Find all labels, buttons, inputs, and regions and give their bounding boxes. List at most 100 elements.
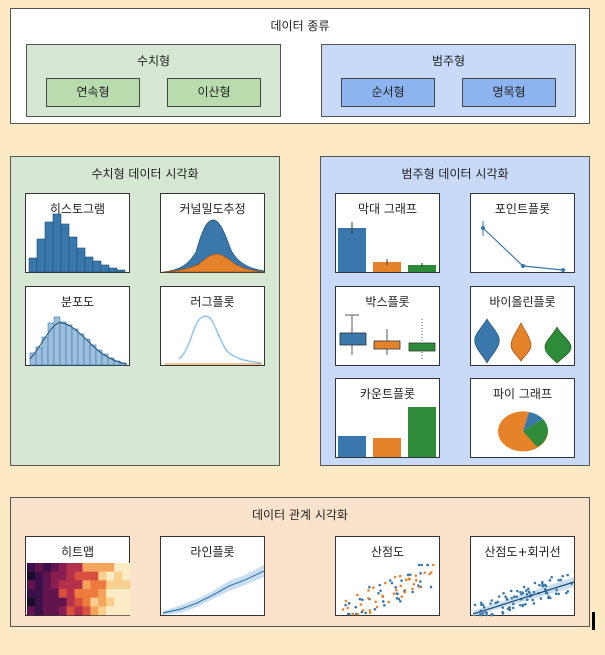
relation-viz-title: 데이터 관계 시각화 [252,508,348,522]
regplot-point [480,603,483,607]
heatmap-cell [58,597,67,607]
distplot-label: 분포도 [60,295,95,309]
scatter-point [347,602,351,605]
heatmap-cell [90,589,99,598]
regplot-point [512,602,515,606]
scatter-point [355,593,359,597]
heatmap-cell [98,606,107,616]
heatmap-cell [34,597,44,607]
regression-line [472,581,575,615]
regplot-point [478,613,482,617]
heatmap-cell [66,571,75,581]
heatmap-cell [74,563,83,572]
heatmap-cell [66,606,75,616]
heatmap-cell [58,580,67,590]
heatmap-label: 히트맵 [60,545,95,559]
heatmap-cell [42,580,52,590]
heatmap-cell [42,571,52,581]
heatmap-cell [50,597,59,607]
scatter-point [430,571,433,574]
regplot-point [539,597,543,600]
numeric-viz-title: 수치형 데이터 시각화 [91,167,199,181]
countplot-thumb [338,407,436,457]
heatmap-cell [98,597,107,607]
relation-viz-panel: 데이터 관계 시각화 히트맵 라인플롯 산점도 산점도+회귀선 [10,497,590,627]
heatmap-cell [122,606,131,616]
scatter-point [411,587,414,591]
histogram-card: 히스토그램 [25,193,130,273]
scatter-point [368,609,372,612]
scatter-point [351,612,355,616]
scatter-point [419,580,422,583]
scatter-point [414,574,418,577]
scatter-point [378,583,382,587]
scatter-point [348,612,351,616]
distplot-card: 분포도 [25,286,130,366]
regplot-point [566,590,570,593]
regplot-point [548,579,552,582]
rugplot-label: 러그플롯 [190,295,235,309]
heatmap-cell [98,580,107,590]
scatter-point [396,592,399,596]
boxplot-label: 박스플롯 [365,295,410,309]
edge-marker [592,612,595,630]
heatmap-cell [66,563,75,572]
scatter-point [420,563,424,567]
regplot-point [479,601,483,605]
scatter-point [364,611,367,615]
heatmap-cell [42,597,52,607]
scatter-point [381,594,384,598]
heatmap-cell [74,571,83,581]
heatmap-cell [66,597,75,607]
heatmap-cell [27,597,36,607]
heatmap-cell [34,606,44,616]
regplot-point [501,610,504,614]
data-types-title: 데이터 종류 [270,19,330,33]
heatmap-cell [27,606,36,616]
scatter-point [400,595,404,598]
heatmap-card: 히트맵 [25,536,131,616]
scatter-point [395,597,399,600]
regplot-point [532,602,536,605]
scatter-point [407,577,411,581]
categorical-viz-panel: 범주형 데이터 시각화 막대 그래프 포인트플롯 박스플롯 [320,156,590,466]
piechart-label: 파이 그래프 [492,387,552,401]
scatter-thumb [341,563,435,616]
regplot-point [510,596,514,600]
regplot-point [548,596,552,600]
scatter-point [399,600,402,603]
heatmap-cell [50,606,59,616]
heatmap-cell [90,571,99,581]
regplot-point [532,590,536,594]
regplot-point [515,589,519,593]
heatmap-cell [122,589,131,598]
heatmap-cell [98,563,107,572]
scatter-point [406,573,410,577]
regplot-point [515,595,519,598]
regplot-label: 산점도+회귀선 [484,545,561,559]
regplot-point [557,592,561,596]
scatter-point [354,605,358,609]
scatter-point [388,579,392,582]
categorical-type-title: 범주형 [431,54,466,68]
pointplot-label: 포인트플롯 [494,202,551,216]
scatter-point [390,581,394,585]
regplot-point [524,589,528,592]
regplot-point [494,601,497,605]
regplot-point [484,611,487,614]
categorical-type-box: 범주형 순서형 명목형 [321,44,576,117]
scatter-point [359,603,363,606]
heatmap-cell [114,589,123,598]
regplot-point [521,603,525,607]
histogram-thumb [28,213,126,273]
heatmap-cell [82,606,91,616]
barplot-thumb [338,222,436,272]
regplot-point [485,613,488,617]
scatter-point [344,603,347,607]
regression-band [473,577,574,616]
kde-thumb [162,219,265,273]
regplot-point [555,588,559,592]
regplot-point [538,583,541,587]
regplot-point [505,597,509,600]
scatter-point [428,572,431,576]
